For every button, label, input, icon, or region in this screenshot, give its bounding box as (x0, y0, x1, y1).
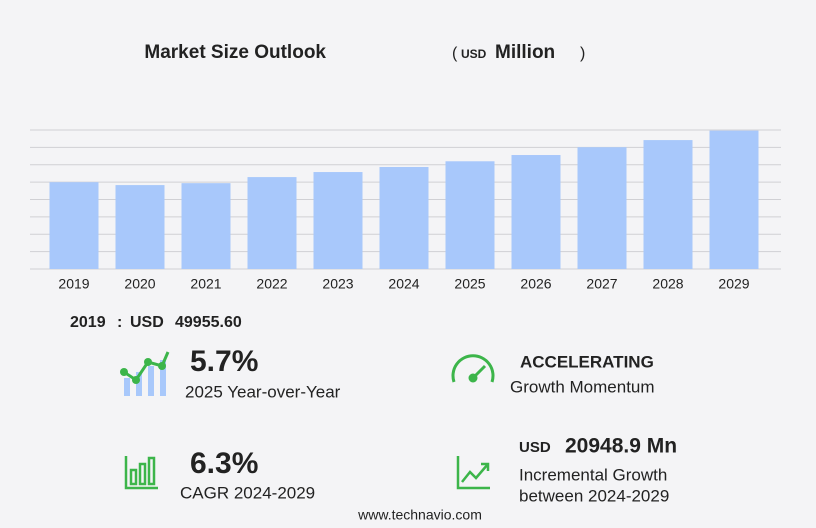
x-tick-label: 2021 (190, 276, 221, 292)
base-value: 49955.60 (175, 314, 242, 331)
x-tick-label: 2019 (58, 276, 89, 292)
x-tick-label: 2027 (586, 276, 617, 292)
bar (247, 177, 297, 269)
incremental-icon (456, 456, 490, 490)
x-tick-label: 2020 (124, 276, 155, 292)
yoy-value: 5.7% (190, 345, 258, 378)
x-tick-label: 2023 (322, 276, 353, 292)
momentum-caption: Growth Momentum (510, 377, 655, 396)
bar (643, 140, 693, 269)
unit-paren: ( (452, 45, 458, 62)
bar (181, 183, 231, 269)
momentum-icon (451, 354, 495, 383)
x-tick-label: 2029 (718, 276, 749, 292)
incremental-value: 20948.9 Mn (565, 435, 677, 458)
bar (379, 167, 429, 269)
bar (511, 155, 561, 269)
x-tick-label: 2025 (454, 276, 485, 292)
yoy-caption: 2025 Year-over-Year (185, 382, 341, 401)
unit-paren: ) (580, 45, 585, 62)
bar (445, 161, 495, 269)
yoy-icon (120, 351, 170, 396)
incremental-caption: Incremental Growth (519, 465, 667, 484)
chart-title: Market Size Outlook (144, 42, 326, 63)
x-tick-label: 2022 (256, 276, 287, 292)
cagr-icon (124, 456, 158, 490)
bar (313, 172, 363, 269)
base-currency: USD (130, 314, 164, 331)
incremental-currency: USD (519, 439, 551, 456)
footer: www.technavio.com (357, 507, 482, 523)
base-sep: : (117, 314, 122, 331)
unit-currency: USD (461, 47, 487, 61)
x-tick-label: 2026 (520, 276, 551, 292)
momentum-label: ACCELERATING (520, 352, 654, 371)
base-year: 2019 (70, 314, 106, 331)
cagr-value: 6.3% (190, 447, 258, 480)
bar (115, 185, 165, 269)
incremental-caption: between 2024-2029 (519, 486, 669, 505)
cagr-caption: CAGR 2024-2029 (180, 483, 315, 502)
x-tick-label: 2028 (652, 276, 683, 292)
bar (709, 130, 759, 269)
bar (577, 147, 627, 269)
x-tick-label: 2024 (388, 276, 419, 292)
bar (49, 182, 99, 269)
unit: Million (495, 42, 555, 63)
